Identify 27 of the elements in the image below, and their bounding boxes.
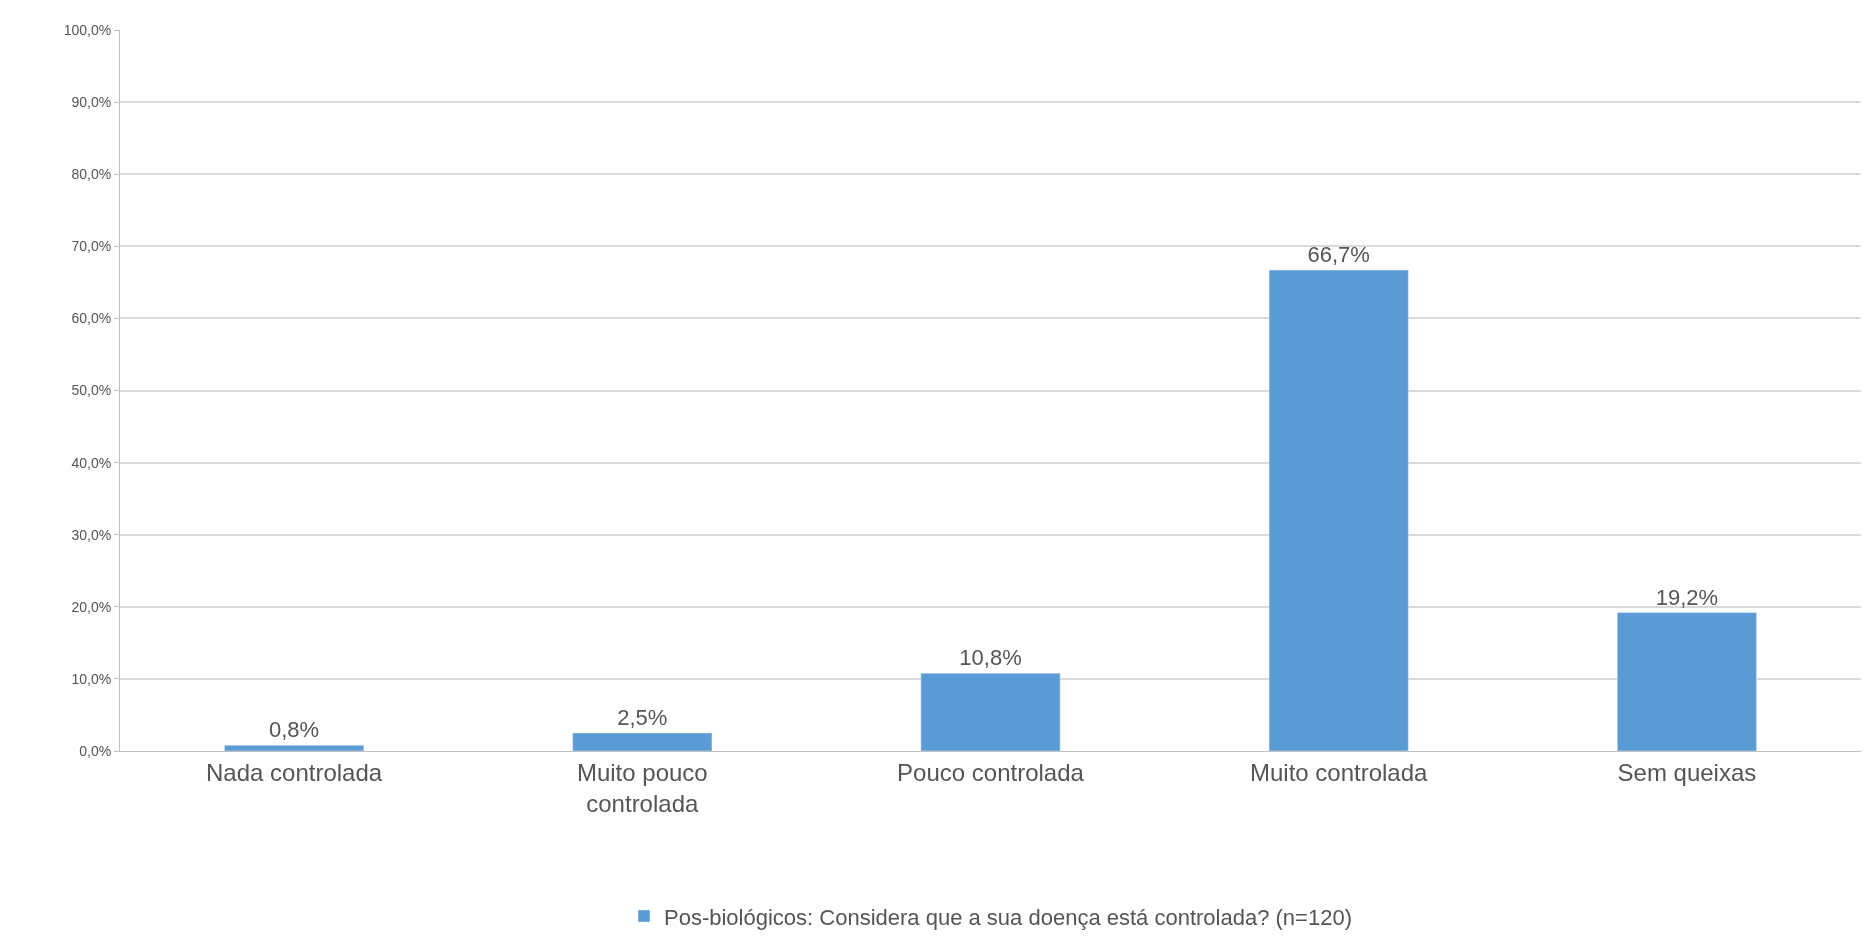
bar [920, 672, 1061, 751]
x-tick-label: Muito controlada [1249, 758, 1429, 786]
bar [1617, 612, 1757, 751]
bar [224, 744, 364, 751]
bar [572, 732, 713, 751]
legend-label: Pos-biológicos: Considera que a sua doença está controlada? (n=120) [664, 904, 1352, 930]
y-tick-label: 10,0% [71, 670, 112, 687]
y-tick-label: 50,0% [71, 382, 112, 399]
data-label: 66,7% [1307, 242, 1370, 268]
x-tick-label: Pouco controlada [897, 758, 1085, 786]
data-label: 10,8% [959, 645, 1022, 671]
y-tick-label: 0,0% [79, 742, 112, 759]
data-label: 2,5% [617, 704, 668, 730]
x-tick-label: Nada controlada [206, 758, 383, 786]
x-tick-label: Muito pouco controlada [576, 758, 708, 817]
data-label: 0,8% [269, 717, 320, 743]
bar [1268, 269, 1409, 751]
y-tick-label: 80,0% [71, 166, 112, 183]
data-label: 19,2% [1655, 584, 1719, 610]
y-tick-label: 20,0% [71, 598, 112, 615]
y-tick-label: 70,0% [71, 238, 112, 255]
y-tick-label: 60,0% [71, 310, 112, 327]
x-tick-label: Sem queixas [1617, 758, 1757, 786]
y-tick-label: 40,0% [71, 454, 112, 471]
y-tick-label: 30,0% [71, 526, 112, 543]
y-tick-label: 100,0% [63, 21, 112, 38]
y-tick-label: 90,0% [71, 94, 112, 110]
